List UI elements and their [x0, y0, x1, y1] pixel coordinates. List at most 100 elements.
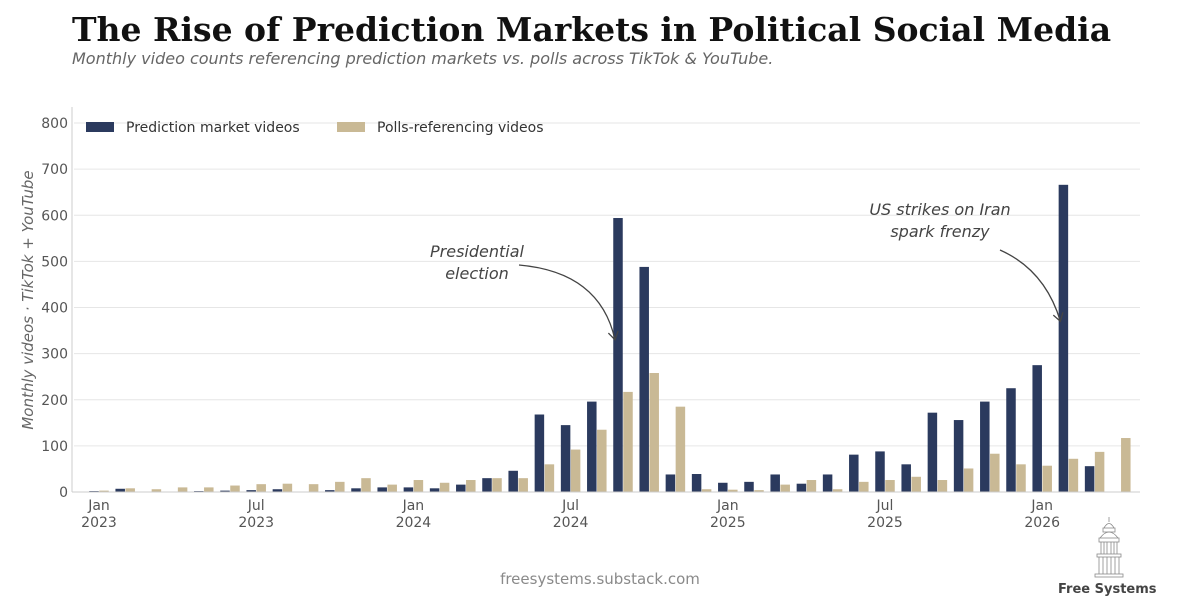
polls-bar	[230, 485, 240, 492]
polls-bar	[963, 468, 974, 492]
prediction-bar	[744, 481, 754, 492]
polls-bar	[518, 478, 528, 492]
legend-polls-swatch	[337, 122, 365, 132]
prediction-bar	[325, 490, 335, 492]
polls-bar	[806, 480, 817, 492]
prediction-bar	[822, 474, 833, 492]
y-tick-label: 100	[41, 439, 68, 455]
x-tick-label: 2023	[238, 515, 274, 531]
prediction-bar	[1006, 388, 1016, 492]
x-tick-label: 2023	[81, 515, 117, 531]
prediction-bar	[875, 451, 885, 492]
prediction-bar	[587, 401, 597, 492]
y-tick-label: 600	[41, 208, 68, 224]
legend-prediction-label: Prediction market videos	[126, 120, 300, 136]
prediction-bar	[770, 474, 780, 492]
polls-bar	[701, 489, 712, 492]
prediction-bar	[482, 478, 492, 492]
y-tick-label: 400	[41, 301, 68, 317]
prediction-bar	[429, 488, 440, 492]
prediction-bar	[508, 470, 518, 492]
prediction-bar	[849, 454, 859, 492]
polls-bar	[885, 480, 895, 492]
x-tick-label: 2025	[867, 515, 903, 531]
chart-subtitle: Monthly video counts referencing predict…	[72, 49, 774, 68]
prediction-bar	[718, 482, 728, 492]
prediction-bar	[953, 420, 964, 492]
polls-bar	[570, 449, 581, 492]
polls-bar	[675, 406, 686, 492]
polls-bar	[308, 484, 319, 492]
prediction-bar	[1032, 365, 1042, 492]
polls-bar	[1121, 438, 1131, 492]
prediction-bar	[796, 483, 807, 492]
prediction-bar	[534, 414, 545, 492]
polls-bar	[1094, 451, 1105, 492]
annotation-text: US strikes on Iran	[869, 200, 1010, 219]
x-tick-label: Jul	[876, 498, 894, 514]
x-tick-label: 2024	[553, 515, 589, 531]
prediction-bar	[980, 401, 990, 492]
prediction-bar	[1058, 184, 1069, 492]
polls-bar	[492, 478, 502, 492]
prediction-bar	[1084, 466, 1095, 492]
prediction-bar	[456, 484, 466, 492]
polls-bar	[649, 373, 659, 492]
polls-bar	[544, 464, 555, 492]
y-tick-label: 500	[41, 254, 68, 270]
x-tick-label: Jul	[247, 498, 265, 514]
polls-bar	[125, 488, 135, 492]
prediction-bar	[351, 488, 361, 492]
polls-bar	[832, 489, 843, 492]
annotation-text: election	[445, 264, 509, 283]
x-tick-label: Jan	[87, 498, 110, 514]
y-tick-label: 300	[41, 347, 68, 363]
polls-bar	[387, 484, 397, 492]
polls-bar	[335, 481, 345, 492]
y-tick-label: 200	[41, 393, 68, 409]
polls-bar	[177, 487, 188, 492]
source-url: freesystems.substack.com	[500, 570, 700, 588]
prediction-bar	[377, 487, 387, 492]
polls-bar	[911, 476, 921, 492]
polls-bar	[439, 482, 450, 492]
y-axis-label: Monthly videos · TikTok + YouTube	[19, 170, 37, 429]
x-tick-label: Jan	[1030, 498, 1053, 514]
annotation-arrow	[518, 264, 619, 341]
polls-bar	[780, 484, 790, 492]
prediction-bar	[246, 490, 256, 492]
prediction-bar	[613, 218, 623, 492]
polls-bar	[1042, 465, 1052, 492]
prediction-bar	[691, 474, 702, 492]
y-tick-label: 700	[41, 162, 68, 178]
polls-bar	[256, 484, 266, 492]
polls-bar	[282, 483, 293, 492]
legend-prediction-swatch	[86, 122, 114, 132]
annotation-arrow	[999, 249, 1064, 323]
polls-bar	[1068, 458, 1079, 492]
capitol-building-icon	[1094, 517, 1124, 578]
polls-bar	[151, 489, 162, 492]
y-tick-label: 0	[59, 485, 68, 501]
polls-bar	[597, 429, 607, 492]
x-tick-label: 2024	[396, 515, 432, 531]
prediction-bar	[927, 412, 938, 492]
prediction-bar	[665, 474, 676, 492]
chart-title: The Rise of Prediction Markets in Politi…	[72, 10, 1112, 49]
prediction-bar	[560, 425, 571, 492]
polls-bar	[990, 453, 1000, 492]
x-tick-label: Jan	[716, 498, 739, 514]
polls-bar	[204, 487, 214, 492]
x-tick-label: Jan	[402, 498, 425, 514]
legend: Prediction market videos Polls-referencin…	[86, 120, 544, 136]
legend-polls-label: Polls-referencing videos	[377, 120, 544, 136]
prediction-bar	[220, 490, 230, 492]
polls-bar	[754, 490, 764, 492]
prediction-bar	[272, 489, 283, 492]
prediction-bar	[115, 488, 125, 492]
x-tick-label: Jul	[561, 498, 579, 514]
x-tick-label: 2025	[710, 515, 746, 531]
polls-bar	[466, 480, 476, 492]
annotation-text: spark frenzy	[890, 222, 990, 241]
